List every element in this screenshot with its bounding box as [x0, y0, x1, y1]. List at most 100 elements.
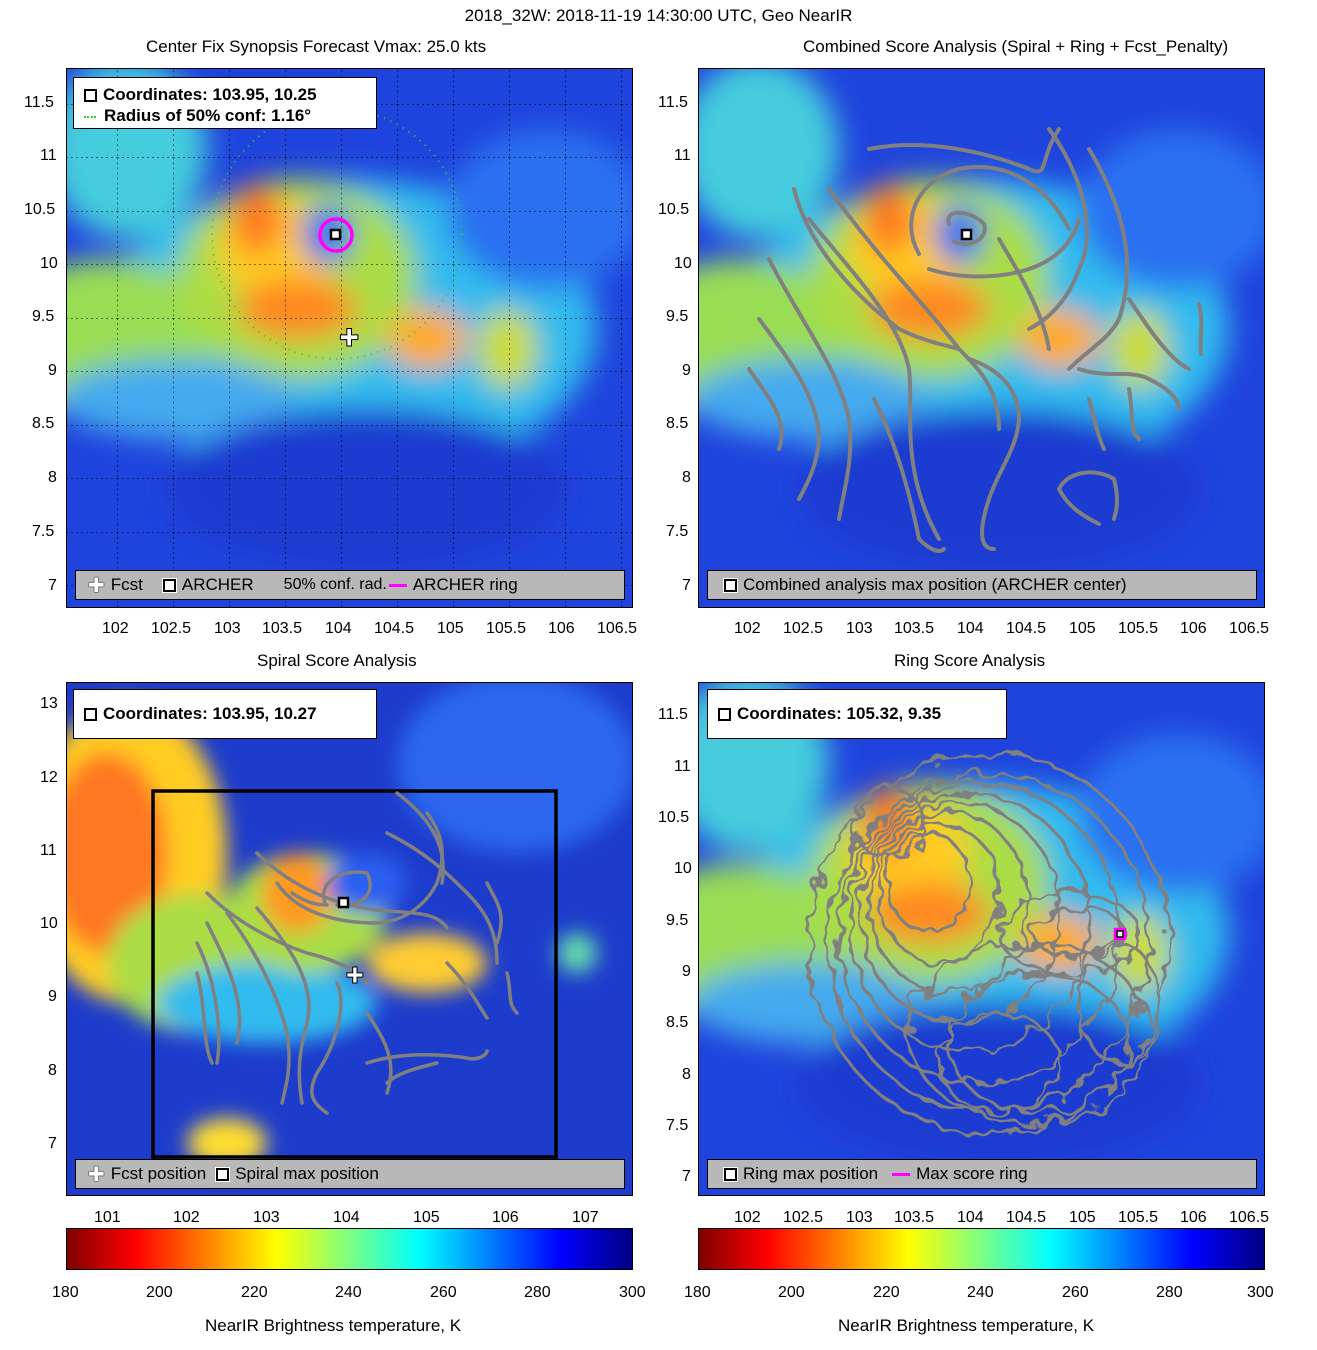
- tick: 102: [173, 1209, 200, 1226]
- tick: 105.5: [1118, 620, 1159, 637]
- colorbar-left: [66, 1228, 633, 1270]
- spiral-max-marker: [337, 896, 350, 909]
- tick: 8.5: [666, 415, 689, 432]
- tick: 300: [619, 1284, 646, 1301]
- legend-fcst-position: Fcst position: [110, 1164, 207, 1183]
- combined-contours: [747, 127, 1204, 553]
- tick: 220: [241, 1284, 268, 1301]
- spiral-infobox: Coordinates: 103.95, 10.27: [73, 689, 377, 739]
- tick: 105: [437, 620, 464, 637]
- tick: 103: [253, 1209, 280, 1226]
- synopsis-coordinates: Coordinates: 103.95, 10.25: [103, 85, 317, 104]
- spiral-legend: ✚ Fcst position Spiral max position: [75, 1159, 625, 1189]
- tick: 103: [846, 1209, 873, 1226]
- panel-title-synopsis: Center Fix Synopsis Forecast Vmax: 25.0 …: [146, 37, 487, 56]
- tick: 9: [48, 362, 57, 379]
- tick: 105.5: [486, 620, 527, 637]
- tick: 10.5: [24, 201, 56, 218]
- tick: 103.5: [262, 620, 303, 637]
- max-score-ring: [1113, 927, 1127, 941]
- tick: 103.5: [894, 1209, 935, 1226]
- tick: 105: [413, 1209, 440, 1226]
- tick: 260: [1062, 1284, 1089, 1301]
- colorbar-left-label: NearIR Brightness temperature, K: [205, 1316, 462, 1335]
- tick: 107: [572, 1209, 599, 1226]
- synopsis-heatmap: ✚: [67, 69, 632, 607]
- legend-spiral-max: Spiral max position: [235, 1164, 379, 1183]
- tick: 9.5: [32, 308, 55, 325]
- ring-max-marker: [1116, 930, 1124, 938]
- tick: 106.5: [1229, 1209, 1270, 1226]
- tick: 280: [1156, 1284, 1183, 1301]
- square-icon: [83, 707, 98, 723]
- tick: 8.5: [32, 415, 55, 432]
- legend-archer: ARCHER: [181, 575, 254, 594]
- synopsis-legend: ✚ Fcst ARCHER 50% conf. rad. ARCHER ring: [75, 570, 625, 600]
- tick: 13: [40, 695, 58, 712]
- panel-title-combined: Combined Score Analysis (Spiral + Ring +…: [803, 37, 1229, 56]
- combined-max-marker: [960, 228, 973, 241]
- archer-ring: [318, 217, 354, 253]
- tick: 8: [682, 1066, 691, 1083]
- forecast-marker: ✚: [346, 963, 364, 988]
- tick: 180: [684, 1284, 711, 1301]
- spiral-contours: [195, 791, 519, 1115]
- legend-conf: 50% conf. rad.: [283, 576, 387, 593]
- tick: 9: [682, 362, 691, 379]
- tick: 8: [48, 469, 57, 486]
- tick: 105: [1069, 1209, 1096, 1226]
- tick: 200: [146, 1284, 173, 1301]
- tick: 7.5: [32, 523, 55, 540]
- tick: 12: [40, 769, 58, 786]
- tick: 11: [674, 147, 691, 164]
- tick: 7: [682, 577, 691, 594]
- synopsis-panel: ✚ Coordinates: 103.95, 10.25 Radius of 5…: [66, 68, 633, 608]
- tick: 8.5: [666, 1014, 689, 1031]
- tick: 10: [674, 255, 692, 272]
- tick: 11: [40, 842, 57, 859]
- tick: 11.5: [658, 94, 688, 111]
- tick: 105.5: [1118, 1209, 1159, 1226]
- conf-dots-icon: [84, 115, 96, 118]
- panel-title-spiral: Spiral Score Analysis: [257, 651, 417, 670]
- tick: 101: [94, 1209, 121, 1226]
- plus-icon: ✚: [88, 574, 105, 597]
- tick: 10: [40, 915, 58, 932]
- tick: 11: [40, 147, 57, 164]
- panel-title-ring: Ring Score Analysis: [894, 651, 1046, 670]
- combined-panel: Combined analysis max position (ARCHER c…: [698, 68, 1265, 608]
- legend-fcst: Fcst: [110, 575, 143, 594]
- tick: 9: [48, 988, 57, 1005]
- tick: 106: [492, 1209, 519, 1226]
- colorbar-right: [698, 1228, 1265, 1270]
- tick: 9.5: [666, 308, 689, 325]
- tick: 7.5: [666, 1117, 689, 1134]
- tick: 106.5: [1229, 620, 1270, 637]
- tick: 102: [734, 620, 761, 637]
- tick: 106: [1180, 1209, 1207, 1226]
- plus-icon: ✚: [88, 1163, 105, 1186]
- tick: 106.5: [597, 620, 638, 637]
- tick: 102.5: [783, 1209, 824, 1226]
- tick: 11.5: [24, 94, 54, 111]
- forecast-marker: ✚: [339, 325, 359, 352]
- tick: 8: [682, 469, 691, 486]
- tick: 11.5: [658, 706, 688, 723]
- tick: 240: [335, 1284, 362, 1301]
- tick: 102.5: [783, 620, 824, 637]
- spiral-heatmap: ✚: [67, 683, 632, 1195]
- tick: 280: [524, 1284, 551, 1301]
- tick: 104: [957, 1209, 984, 1226]
- spiral-panel: ✚ Coordinates: 103.95, 10.27 ✚ Fcst posi…: [66, 682, 633, 1196]
- ring-infobox: Coordinates: 105.32, 9.35: [707, 689, 1007, 739]
- legend-ring-max: Ring max position: [743, 1164, 879, 1183]
- tick: 11: [674, 758, 691, 775]
- tick: 105: [1069, 620, 1096, 637]
- colorbar-right-label: NearIR Brightness temperature, K: [838, 1316, 1095, 1335]
- tick: 220: [873, 1284, 900, 1301]
- ring-contours: [807, 751, 1171, 1135]
- tick: 104.5: [1006, 620, 1047, 637]
- ring-legend: Ring max position Max score ring: [707, 1159, 1257, 1189]
- tick: 106: [548, 620, 575, 637]
- tick: 8: [48, 1062, 57, 1079]
